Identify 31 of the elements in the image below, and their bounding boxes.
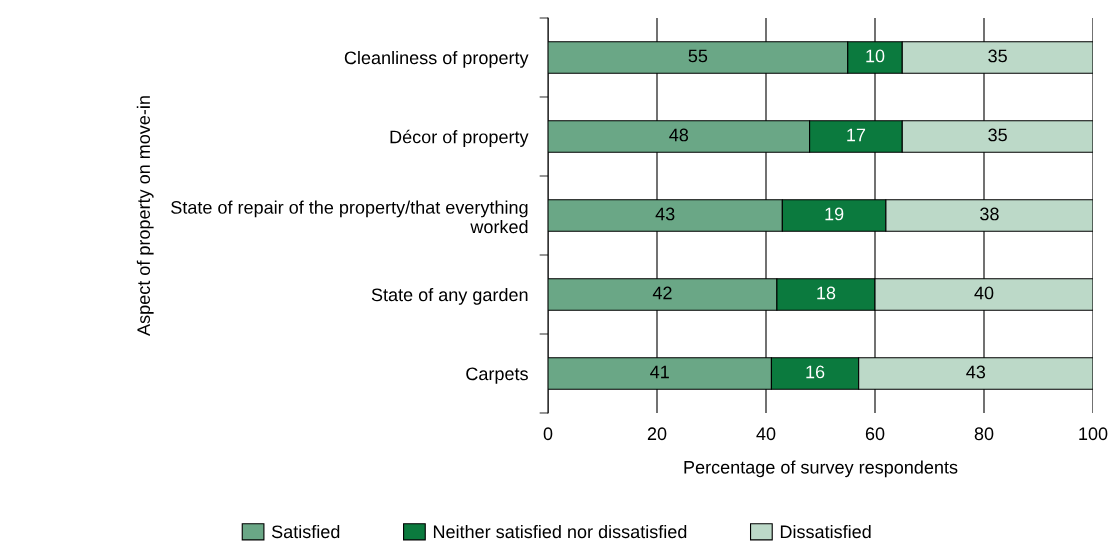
data-label: 42 bbox=[652, 286, 672, 300]
data-label: 40 bbox=[974, 286, 994, 300]
data-label: 48 bbox=[669, 128, 689, 142]
legend-label: Neither satisfied nor dissatisfied bbox=[433, 524, 687, 539]
legend-label: Satisfied bbox=[271, 524, 340, 539]
x-tick-label: 60 bbox=[865, 427, 885, 441]
y-tick-label: State of repair of the property/that everything worked bbox=[171, 200, 528, 234]
data-label: 55 bbox=[688, 49, 708, 63]
legend-label: Dissatisfied bbox=[780, 524, 871, 539]
x-tick-label: 20 bbox=[647, 427, 667, 441]
data-label: 43 bbox=[655, 207, 675, 221]
data-label: 16 bbox=[806, 365, 825, 379]
y-tick-label: State of any garden bbox=[371, 287, 528, 305]
x-tick-label: 80 bbox=[974, 427, 994, 441]
x-tick-label: 100 bbox=[1079, 427, 1108, 441]
x-axis-title: Percentage of survey respondents bbox=[684, 460, 958, 478]
data-label: 35 bbox=[988, 128, 1007, 142]
y-axis-title: Aspect of property on move-in bbox=[136, 96, 154, 336]
data-label: 38 bbox=[980, 207, 999, 221]
y-tick-label: Décor of property bbox=[390, 129, 529, 147]
data-label: 41 bbox=[650, 365, 669, 379]
y-tick-label: Cleanliness of property bbox=[344, 50, 529, 68]
y-tick-label: Carpets bbox=[466, 367, 528, 384]
data-label: 10 bbox=[866, 49, 885, 63]
data-label: 19 bbox=[825, 207, 844, 221]
data-label: 18 bbox=[817, 286, 836, 300]
x-tick-label: 40 bbox=[756, 427, 776, 441]
data-label: 43 bbox=[966, 365, 986, 379]
data-label: 17 bbox=[847, 128, 866, 142]
data-label: 35 bbox=[988, 49, 1007, 63]
x-tick-label: 0 bbox=[543, 427, 553, 441]
